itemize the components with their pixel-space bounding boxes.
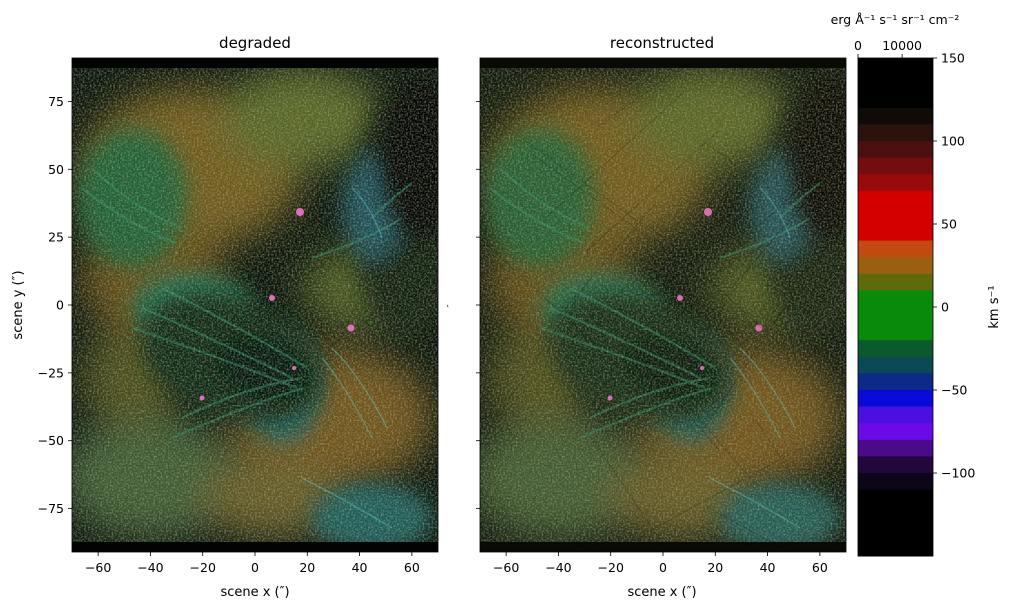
y-axis-label: scene y (″) xyxy=(11,270,26,339)
colorbar-tick-label: 50 xyxy=(941,217,957,232)
colorbar-band xyxy=(858,273,933,291)
streak-artifact xyxy=(643,447,803,535)
streak-artifact xyxy=(494,118,642,224)
streak-artifact xyxy=(802,330,846,382)
colorbar-band xyxy=(858,107,933,125)
streak-artifact xyxy=(547,94,682,217)
colorbar-band xyxy=(858,58,933,109)
streak-artifact xyxy=(600,312,719,450)
panel-degraded: degraded −60 −40 −20 0 20 40 60 −75 −50 −25 0 25 50… xyxy=(11,34,439,600)
y-axis xyxy=(476,101,480,509)
x-tick-label: 40 xyxy=(352,560,368,575)
panel-reconstructed: reconstructed −60 −40 −20 0 20 40 60 scene x (… xyxy=(446,34,847,600)
panel-title: reconstructed xyxy=(610,34,714,52)
colorbar-tick-label: 150 xyxy=(941,51,965,66)
y-tick-label: −75 xyxy=(38,501,64,516)
colorbar-tick-label: −100 xyxy=(941,466,975,481)
streak-artifact xyxy=(701,185,820,323)
colorbar-band xyxy=(858,290,933,341)
y-tick-label: 75 xyxy=(48,94,64,109)
streak-artifact xyxy=(638,348,757,486)
colorbar-band xyxy=(858,489,933,557)
streak-artifact xyxy=(537,203,656,341)
x-tick-label: 0 xyxy=(251,560,259,575)
streak-artifact xyxy=(648,224,783,347)
colorbar-band xyxy=(858,240,933,258)
streak-artifact xyxy=(595,58,695,129)
degraded-image xyxy=(72,58,438,552)
y-tick-label: 0 xyxy=(56,298,64,313)
x-tick-label: −60 xyxy=(493,560,519,575)
y-axis: −75 −50 −25 0 25 50 75 xyxy=(38,94,72,516)
streak-artifact xyxy=(585,130,720,253)
x-axis-label: scene x (″) xyxy=(627,585,696,600)
x-tick-label: −40 xyxy=(545,560,571,575)
x-tick-label: −60 xyxy=(85,560,111,575)
colorbar-tick-label: 100 xyxy=(941,134,965,149)
streak-artifact xyxy=(807,494,846,517)
colorbar-top-label: erg Å⁻¹ s⁻¹ sr⁻¹ cm⁻² xyxy=(831,12,960,27)
streak-artifact xyxy=(749,145,846,235)
colorbar-top-tick-label: 10000 xyxy=(882,38,922,53)
colorbar-intensity-axis: 0 10000 xyxy=(854,38,922,58)
x-tick-label: 60 xyxy=(812,560,828,575)
colorbar-band xyxy=(858,406,933,424)
colorbar-band xyxy=(858,124,933,142)
colorbar-band xyxy=(858,157,933,175)
y-tick-label: 50 xyxy=(48,162,64,177)
colorbar-tick-label: −50 xyxy=(941,383,967,398)
reconstructed-image xyxy=(480,58,846,552)
streak-artifact xyxy=(691,296,793,447)
streak-artifact xyxy=(542,524,594,552)
colorbar-band xyxy=(858,340,933,358)
y-tick-label: 25 xyxy=(48,230,64,245)
colorbar-band xyxy=(858,439,933,457)
colorbar-top-tick-label: 0 xyxy=(854,38,862,53)
x-axis: −60 −40 −20 0 20 40 60 xyxy=(493,552,828,575)
colorbar-right-label: km s⁻¹ xyxy=(987,285,1002,328)
x-tick-label: 20 xyxy=(299,560,315,575)
x-tick-label: −40 xyxy=(137,560,163,575)
streak-artifact xyxy=(696,136,844,242)
streak-artifact xyxy=(754,418,845,552)
streak-artifact xyxy=(532,154,680,260)
x-tick-label: 40 xyxy=(760,560,776,575)
streak-artifact xyxy=(653,260,755,411)
x-tick-label: −20 xyxy=(190,560,216,575)
colorbar-band xyxy=(858,423,933,441)
colorbar: 150 100 50 0 −50 −100 0 10000 erg Å⁻¹ s⁻¹ sr⁻¹… xyxy=(831,12,1002,557)
y-tick-label: −50 xyxy=(38,433,64,448)
x-axis-label: scene x (″) xyxy=(220,585,289,600)
colorbar-velocity-axis: 150 100 50 0 −50 −100 xyxy=(933,51,975,481)
colorbar-band xyxy=(858,373,933,391)
colorbar-band xyxy=(858,190,933,242)
streak-artifact xyxy=(706,506,791,552)
x-tick-label: 0 xyxy=(659,560,667,575)
colorbar-band xyxy=(858,174,933,192)
streak-artifact xyxy=(489,278,591,429)
colorbar-band xyxy=(858,456,933,474)
y-tick-label: −25 xyxy=(38,365,64,380)
colorbar-band xyxy=(858,257,933,275)
x-tick-label: −20 xyxy=(598,560,624,575)
colorbar-tick-label: 0 xyxy=(941,300,949,315)
x-tick-label: 20 xyxy=(707,560,723,575)
x-axis: −60 −40 −20 0 20 40 60 xyxy=(85,552,420,575)
streak-artifact xyxy=(797,111,846,147)
x-tick-label: 60 xyxy=(404,560,420,575)
colorbar-band xyxy=(858,390,933,408)
streak-artifact xyxy=(484,242,619,365)
colorbar-bands xyxy=(858,58,933,557)
colorbar-band xyxy=(858,473,933,491)
colorbar-band xyxy=(858,141,933,159)
y-axis-label: ″ xyxy=(446,305,455,308)
colorbar-band xyxy=(858,356,933,374)
panel-title: degraded xyxy=(219,34,291,52)
streak-artifact xyxy=(590,436,669,552)
